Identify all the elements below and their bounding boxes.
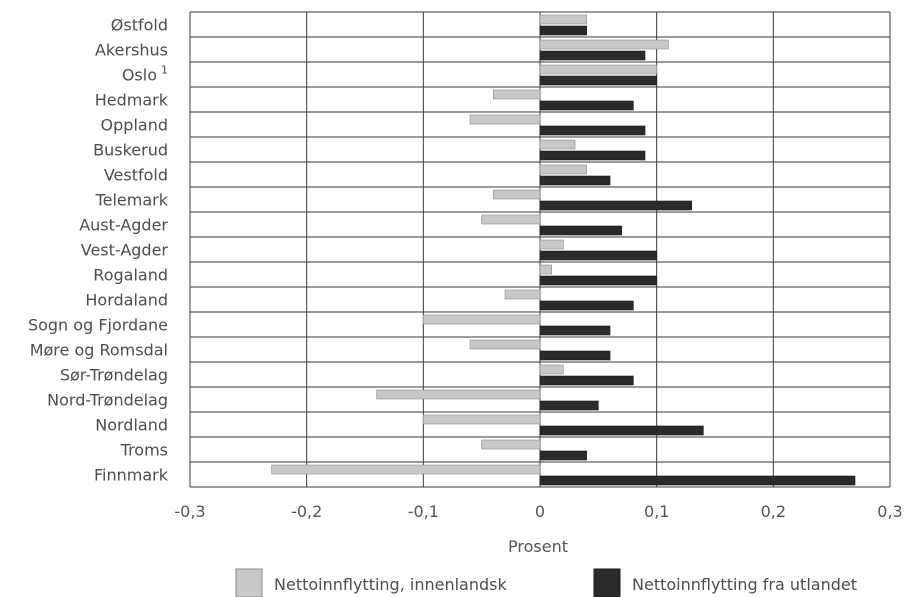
bar-innenlandsk	[539, 39, 669, 50]
bar-innenlandsk	[504, 289, 541, 300]
category-label: Nord-Trøndelag	[47, 391, 168, 410]
category-label: Oppland	[101, 116, 168, 135]
bar-innenlandsk	[469, 339, 541, 350]
x-axis-title: Prosent	[508, 537, 568, 556]
category-label: Møre og Romsdal	[30, 341, 168, 360]
bar-innenlandsk	[481, 214, 541, 225]
bar-utlandet	[539, 250, 657, 261]
legend-swatch-utlandet	[593, 568, 621, 597]
x-tick-label: 0,2	[761, 502, 786, 521]
category-label: Aust-Agder	[79, 216, 168, 235]
bar-innenlandsk	[481, 439, 541, 450]
category-label: Troms	[120, 441, 168, 460]
legend-label-utlandet: Nettoinnflytting fra utlandet	[632, 575, 857, 594]
x-tick-label: -0,2	[291, 502, 322, 521]
legend-swatch-innenlandsk	[235, 568, 263, 597]
bar-innenlandsk	[539, 164, 587, 175]
bar-innenlandsk	[423, 414, 541, 425]
category-label: Hordaland	[85, 291, 168, 310]
bar-utlandet	[539, 425, 704, 436]
category-label: Vest-Agder	[81, 241, 169, 260]
bar-utlandet	[539, 350, 611, 361]
bar-utlandet	[539, 100, 634, 111]
bar-utlandet	[539, 475, 856, 486]
category-label: Oslo 1	[122, 64, 168, 85]
category-label: Buskerud	[93, 141, 168, 160]
category-label: Østfold	[111, 16, 168, 35]
x-tick-labels: -0,3 -0,2 -0,1 0 0,1 0,2 0,3	[174, 502, 902, 521]
x-tick-label: 0,1	[644, 502, 669, 521]
bar-utlandet	[539, 400, 599, 411]
bar-utlandet	[539, 200, 692, 211]
x-tick-label: -0,3	[174, 502, 205, 521]
category-label: Sogn og Fjordane	[28, 316, 168, 335]
bar-utlandet	[539, 325, 611, 336]
bar-utlandet	[539, 150, 646, 161]
bar-innenlandsk	[539, 64, 657, 75]
category-label: Telemark	[95, 191, 169, 210]
category-label: Sør-Trøndelag	[60, 366, 168, 385]
bar-utlandet	[539, 275, 657, 286]
legend-label-innenlandsk: Nettoinnflytting, innenlandsk	[274, 575, 507, 594]
category-label: Hedmark	[95, 91, 169, 110]
x-tick-label: 0,3	[877, 502, 902, 521]
bar-utlandet	[539, 450, 587, 461]
bar-innenlandsk	[376, 389, 541, 400]
bar-innenlandsk	[539, 239, 564, 250]
category-labels: Østfold Akershus Oslo 1 Hedmark Oppland Busker…	[28, 16, 169, 485]
x-tick-label: -0,1	[408, 502, 439, 521]
bar-utlandet	[539, 75, 657, 86]
bar-innenlandsk	[469, 114, 541, 125]
bar-utlandet	[539, 225, 622, 236]
legend: Nettoinnflytting, innenlandsk Nettoinnfly…	[235, 568, 857, 597]
bar-innenlandsk	[539, 264, 552, 275]
bar-utlandet	[539, 300, 634, 311]
bar-innenlandsk	[493, 89, 541, 100]
bar-utlandet	[539, 375, 634, 386]
category-label: Vestfold	[104, 166, 168, 185]
bar-innenlandsk	[271, 464, 541, 475]
category-label: Rogaland	[93, 266, 168, 285]
bar-innenlandsk	[539, 14, 587, 25]
bar-innenlandsk	[539, 139, 576, 150]
bar-innenlandsk	[539, 364, 564, 375]
grid-lines	[189, 11, 891, 488]
bar-innenlandsk	[423, 314, 541, 325]
bar-utlandet	[539, 25, 587, 36]
bar-utlandet	[539, 125, 646, 136]
category-label: Nordland	[95, 416, 168, 435]
bar-utlandet	[539, 175, 611, 186]
category-label: Finnmark	[94, 466, 169, 485]
bars	[271, 14, 856, 486]
footnote-superscript: 1	[161, 64, 168, 77]
x-tick-label: 0	[535, 502, 545, 521]
category-label: Akershus	[95, 41, 168, 60]
bar-innenlandsk	[493, 189, 541, 200]
bar-utlandet	[539, 50, 646, 61]
